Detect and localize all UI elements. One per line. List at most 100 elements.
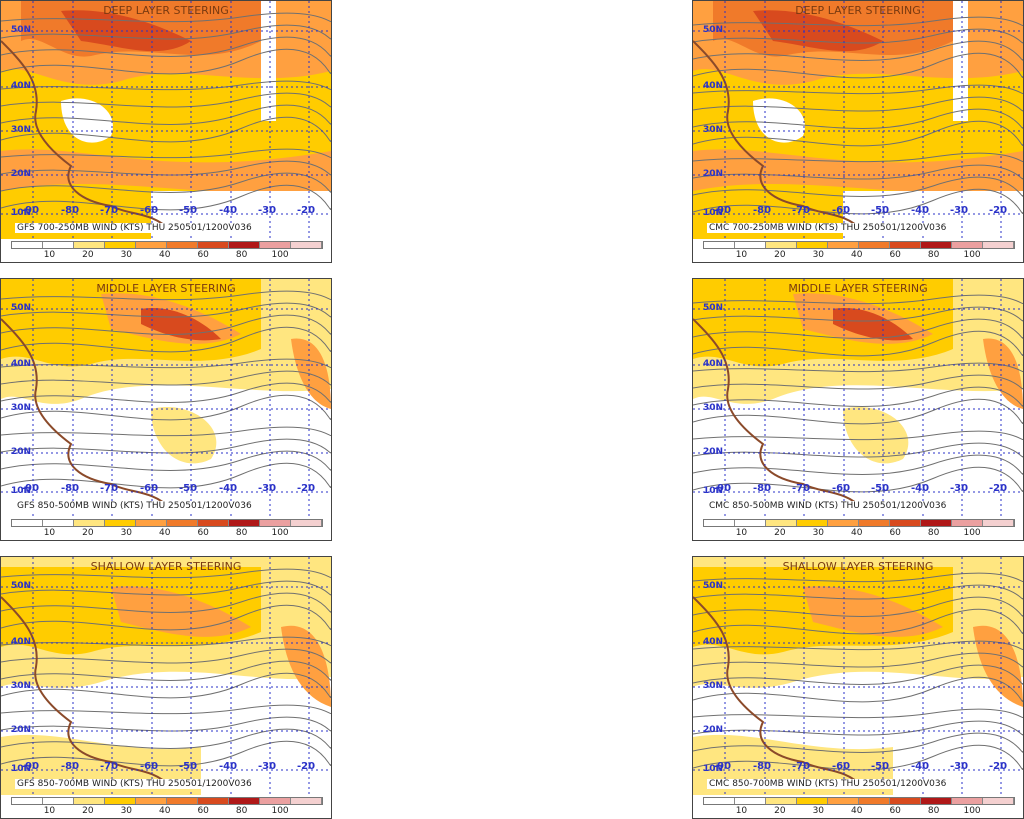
longitude-label: -40 xyxy=(911,205,930,216)
streamline xyxy=(1,604,331,631)
colorbar-swatch xyxy=(198,798,229,804)
colorbar-swatch xyxy=(859,798,890,804)
latitude-label: 40N xyxy=(11,359,32,369)
longitude-label: -90 xyxy=(21,761,40,772)
colorbar-swatch xyxy=(921,520,952,526)
colorbar-tick-label: 80 xyxy=(927,528,940,538)
panel-caption: CMC 850-500MB WIND (KTS) THU 250501/1200… xyxy=(707,501,949,511)
longitude-label: -50 xyxy=(179,205,198,216)
streamline xyxy=(693,708,1023,719)
colorbar-swatch xyxy=(136,242,167,248)
colorbar-tick-label: 100 xyxy=(271,250,289,260)
colorbar-swatch xyxy=(735,520,766,526)
streamline xyxy=(1,148,331,159)
colorbar-swatch xyxy=(983,242,1014,248)
latitude-label: 40N xyxy=(703,81,724,91)
longitude-label: -30 xyxy=(258,761,277,772)
colorbar-swatch xyxy=(105,242,136,248)
steering-map: 50N 40N 30N 20N 10N -90 -80 -70 -60 -50 -40 -30 -20 xyxy=(693,557,1023,795)
colorbar-ticks: 10 20 30 40 60 80 100 xyxy=(11,250,321,262)
longitude-label: -40 xyxy=(911,483,930,494)
longitude-label: -50 xyxy=(871,761,890,772)
panel-caption: GFS 850-500MB WIND (KTS) THU 250501/1200… xyxy=(15,501,254,511)
latitude-label: 10N xyxy=(703,764,724,774)
colorbar-swatch xyxy=(766,798,797,804)
wind-colorbar xyxy=(703,797,1015,805)
longitude-label: -70 xyxy=(792,205,811,216)
latitude-label: 30N xyxy=(11,125,32,135)
latitude-label: 30N xyxy=(703,403,724,413)
wind-speed-field xyxy=(693,279,1023,517)
streamline xyxy=(693,318,1023,339)
colorbar-swatch xyxy=(136,798,167,804)
colorbar-tick-label: 30 xyxy=(812,250,825,260)
latitude-label: 30N xyxy=(11,681,32,691)
steering-panel-cmc-shallow: 50N 40N 30N 20N 10N -90 -80 -70 -60 -50 -40 -30 -20 … xyxy=(692,556,1024,819)
colorbar-swatch xyxy=(291,242,322,248)
longitude-label: -30 xyxy=(950,483,969,494)
longitude-label: -80 xyxy=(61,761,80,772)
panel-caption: CMC 850-700MB WIND (KTS) THU 250501/1200… xyxy=(707,779,949,789)
colorbar-swatch xyxy=(797,242,828,248)
colorbar-swatch xyxy=(952,242,983,248)
streamline xyxy=(1,302,331,318)
streamline xyxy=(693,16,1023,27)
latitude-label: 40N xyxy=(11,81,32,91)
colorbar-tick-label: 40 xyxy=(851,806,863,816)
longitude-label: -50 xyxy=(871,483,890,494)
wind-colorbar xyxy=(703,519,1015,527)
colorbar-swatch xyxy=(12,520,43,526)
panel-title: DEEP LAYER STEERING xyxy=(795,4,921,17)
colorbar-tick-label: 80 xyxy=(927,806,940,816)
longitude-label: -40 xyxy=(219,205,238,216)
wind-speed-shading xyxy=(111,586,251,637)
streamline xyxy=(1,80,331,91)
colorbar-swatch xyxy=(229,242,260,248)
colorbar-tick-label: 100 xyxy=(271,806,289,816)
wind-speed-field xyxy=(1,279,331,517)
colorbar-tick-label: 10 xyxy=(43,806,56,816)
panel-title: MIDDLE LAYER STEERING xyxy=(788,282,928,295)
streamline xyxy=(693,676,1023,703)
colorbar-swatch xyxy=(229,798,260,804)
streamline xyxy=(693,664,1023,685)
longitude-label: -90 xyxy=(713,761,732,772)
longitude-label: -30 xyxy=(950,205,969,216)
colorbar-ticks: 10 20 30 40 60 80 100 xyxy=(703,806,1013,818)
streamline xyxy=(1,716,331,732)
colorbar-swatch xyxy=(983,520,1014,526)
panel-caption: GFS 850-700MB WIND (KTS) THU 250501/1200… xyxy=(15,779,254,789)
colorbar-swatch xyxy=(983,798,1014,804)
colorbar-tick-label: 100 xyxy=(271,528,289,538)
streamline xyxy=(1,290,331,301)
streamline xyxy=(693,108,1023,129)
longitude-label: -90 xyxy=(713,205,732,216)
longitude-label: -90 xyxy=(713,483,732,494)
streamline xyxy=(1,160,331,176)
longitude-label: -70 xyxy=(100,483,119,494)
streamline xyxy=(693,430,1023,441)
streamline xyxy=(1,580,331,596)
longitude-label: -60 xyxy=(832,761,851,772)
colorbar-swatch xyxy=(260,798,291,804)
colorbar-tick-label: 20 xyxy=(774,250,786,260)
wind-speed-shading xyxy=(281,625,331,707)
colorbar-ticks: 10 20 30 40 60 80 100 xyxy=(11,528,321,540)
latitude-label: 30N xyxy=(703,125,724,135)
steering-map: 50N 40N 30N 20N 10N -90 -80 -70 -60 -50 -40 -30 -20 xyxy=(1,1,331,239)
streamline xyxy=(693,596,1023,617)
latitude-label: 30N xyxy=(11,403,32,413)
longitude-label: -20 xyxy=(297,205,316,216)
wind-speed-field xyxy=(693,557,1023,795)
steering-map: 50N 40N 30N 20N 10N -90 -80 -70 -60 -50 -40 -30 -20 xyxy=(693,1,1023,239)
colorbar-tick-label: 60 xyxy=(197,250,209,260)
streamline xyxy=(693,306,1023,322)
colorbar-tick-label: 30 xyxy=(812,806,825,816)
colorbar-swatch xyxy=(291,520,322,526)
streamline xyxy=(1,48,331,75)
colorbar-tick-label: 80 xyxy=(927,250,940,260)
colorbar-tick-label: 40 xyxy=(159,250,171,260)
colorbar-swatch xyxy=(704,798,735,804)
streamline xyxy=(693,188,1023,215)
colorbar-swatch xyxy=(167,242,198,248)
